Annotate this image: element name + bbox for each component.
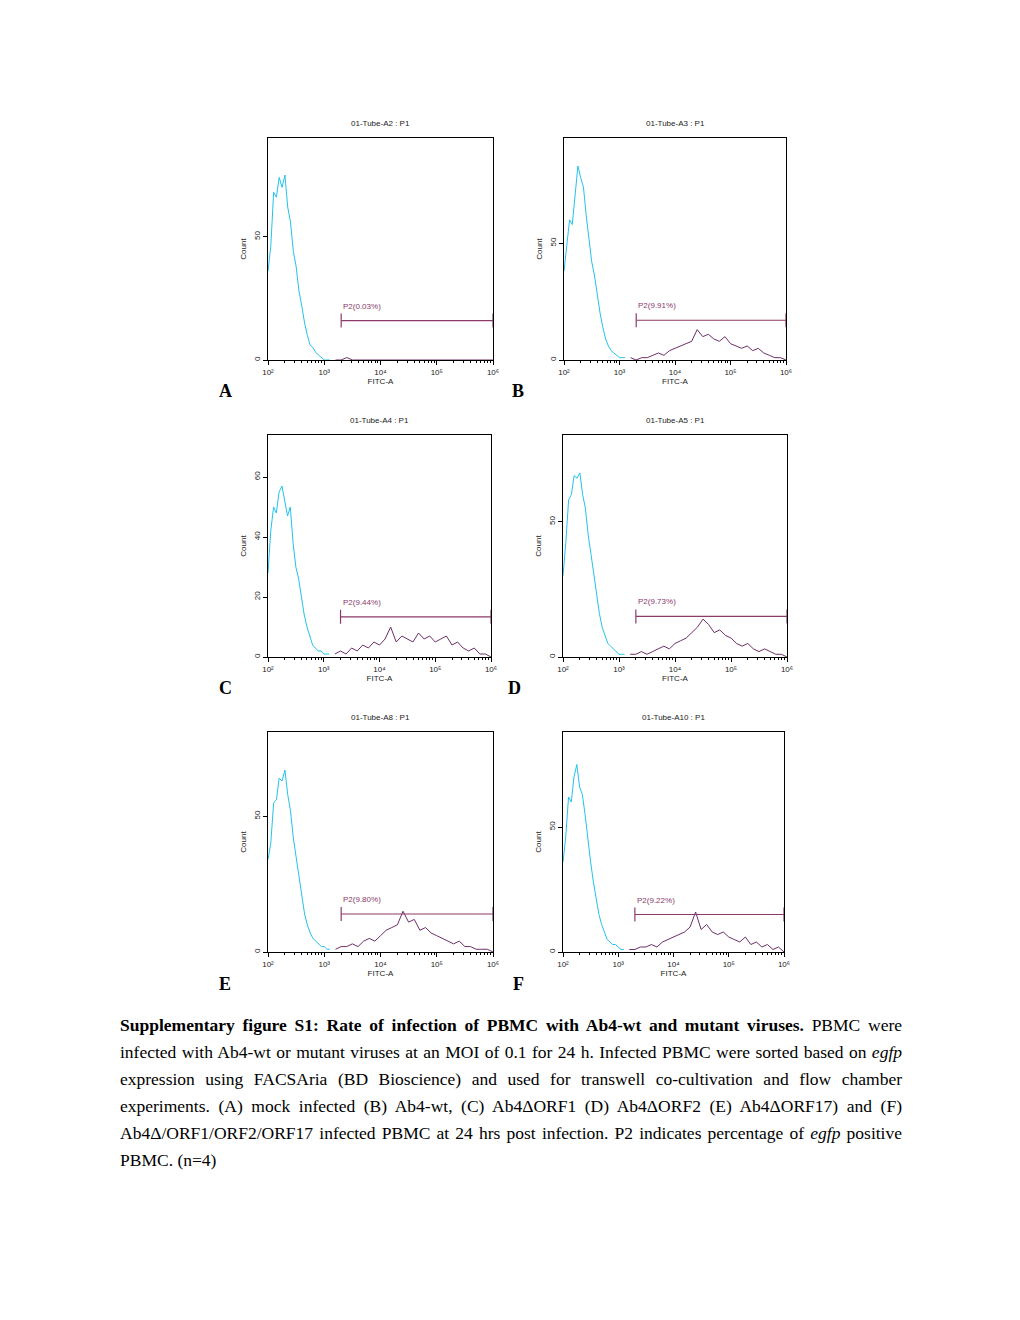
svg-text:01-Tube-A2 : P1: 01-Tube-A2 : P1 bbox=[351, 119, 410, 128]
svg-text:0: 0 bbox=[253, 948, 262, 953]
svg-text:Count: Count bbox=[534, 535, 543, 557]
svg-text:0: 0 bbox=[548, 948, 557, 953]
svg-text:10⁵: 10⁵ bbox=[429, 665, 441, 674]
svg-text:A: A bbox=[219, 381, 232, 401]
svg-text:FITC-A: FITC-A bbox=[367, 674, 393, 683]
svg-text:Count: Count bbox=[239, 831, 248, 853]
svg-text:Count: Count bbox=[534, 831, 543, 853]
svg-text:0: 0 bbox=[253, 356, 262, 361]
svg-text:10²: 10² bbox=[557, 665, 569, 674]
svg-text:10⁴: 10⁴ bbox=[669, 368, 682, 377]
svg-text:20: 20 bbox=[253, 591, 262, 600]
svg-text:10⁵: 10⁵ bbox=[723, 960, 735, 969]
html-text:expression using FACSAria (BD: expression using FACSAria (BD Bioscience… bbox=[120, 1069, 902, 1170]
svg-text:FITC-A: FITC-A bbox=[662, 674, 688, 683]
svg-text:0: 0 bbox=[549, 356, 558, 361]
svg-text:P2(9.44%): P2(9.44%) bbox=[343, 598, 381, 607]
svg-text:01-Tube-A8 : P1: 01-Tube-A8 : P1 bbox=[351, 713, 410, 722]
svg-text:10⁶: 10⁶ bbox=[487, 960, 499, 969]
svg-text:0: 0 bbox=[253, 653, 262, 658]
svg-text:60: 60 bbox=[253, 471, 262, 480]
svg-text:10⁶: 10⁶ bbox=[485, 665, 497, 674]
svg-text:01-Tube-A4 : P1: 01-Tube-A4 : P1 bbox=[350, 416, 409, 425]
svg-text:01-Tube-A5 : P1: 01-Tube-A5 : P1 bbox=[646, 416, 705, 425]
svg-text:10⁶: 10⁶ bbox=[781, 665, 793, 674]
svg-text:10⁴: 10⁴ bbox=[374, 960, 387, 969]
svg-text:D: D bbox=[508, 678, 521, 698]
svg-text:P2(9.80%): P2(9.80%) bbox=[343, 895, 381, 904]
svg-text:P2(0.03%): P2(0.03%) bbox=[343, 302, 381, 311]
svg-text:10³: 10³ bbox=[612, 960, 624, 969]
svg-text:10⁴: 10⁴ bbox=[373, 665, 386, 674]
svg-text:10²: 10² bbox=[262, 960, 274, 969]
svg-text:FITC-A: FITC-A bbox=[368, 377, 394, 386]
svg-text:01-Tube-A10 : P1: 01-Tube-A10 : P1 bbox=[642, 713, 705, 722]
svg-text:10⁵: 10⁵ bbox=[431, 368, 443, 377]
svg-text:F: F bbox=[513, 974, 524, 994]
svg-text:10³: 10³ bbox=[613, 665, 625, 674]
svg-text:10²: 10² bbox=[558, 368, 570, 377]
svg-text:10³: 10³ bbox=[318, 665, 330, 674]
svg-text:10⁴: 10⁴ bbox=[667, 960, 680, 969]
html-text:PBMC were infected with Ab4-wt: PBMC were infected with Ab4-wt or mutant… bbox=[120, 1015, 902, 1062]
svg-text:Count: Count bbox=[239, 535, 248, 557]
svg-text:P2(9.73%): P2(9.73%) bbox=[638, 597, 676, 606]
svg-text:40: 40 bbox=[253, 531, 262, 540]
svg-text:10²: 10² bbox=[262, 368, 274, 377]
svg-text:50: 50 bbox=[548, 821, 557, 830]
svg-text:10⁵: 10⁵ bbox=[725, 665, 737, 674]
svg-text:FITC-A: FITC-A bbox=[661, 969, 687, 978]
html-text:Supplementary figure S1: Rate: Supplementary figure S1: Rate of infecti… bbox=[120, 1015, 804, 1035]
svg-text:Count: Count bbox=[535, 238, 544, 260]
svg-text:10³: 10³ bbox=[318, 368, 330, 377]
svg-text:C: C bbox=[219, 678, 232, 698]
svg-text:0: 0 bbox=[548, 653, 557, 658]
svg-text:10²: 10² bbox=[557, 960, 569, 969]
svg-text:Count: Count bbox=[239, 238, 248, 260]
svg-text:P2(9.91%): P2(9.91%) bbox=[638, 301, 676, 310]
svg-text:FITC-A: FITC-A bbox=[662, 377, 688, 386]
svg-text:10⁶: 10⁶ bbox=[778, 960, 790, 969]
svg-text:FITC-A: FITC-A bbox=[368, 969, 394, 978]
svg-text:01-Tube-A3 : P1: 01-Tube-A3 : P1 bbox=[646, 119, 705, 128]
svg-text:10⁶: 10⁶ bbox=[780, 368, 792, 377]
svg-text:10³: 10³ bbox=[614, 368, 626, 377]
svg-text:B: B bbox=[512, 381, 524, 401]
svg-text:10⁵: 10⁵ bbox=[431, 960, 443, 969]
svg-text:50: 50 bbox=[253, 230, 262, 239]
svg-text:E: E bbox=[219, 974, 231, 994]
svg-text:10⁴: 10⁴ bbox=[374, 368, 387, 377]
svg-text:50: 50 bbox=[549, 237, 558, 246]
svg-text:50: 50 bbox=[548, 515, 557, 524]
svg-text:P2(9.22%): P2(9.22%) bbox=[637, 896, 675, 905]
svg-text:10²: 10² bbox=[262, 665, 274, 674]
svg-text:10³: 10³ bbox=[318, 960, 330, 969]
svg-text:10⁵: 10⁵ bbox=[724, 368, 736, 377]
svg-text:10⁴: 10⁴ bbox=[669, 665, 682, 674]
svg-text:50: 50 bbox=[253, 810, 262, 819]
svg-text:10⁶: 10⁶ bbox=[487, 368, 499, 377]
